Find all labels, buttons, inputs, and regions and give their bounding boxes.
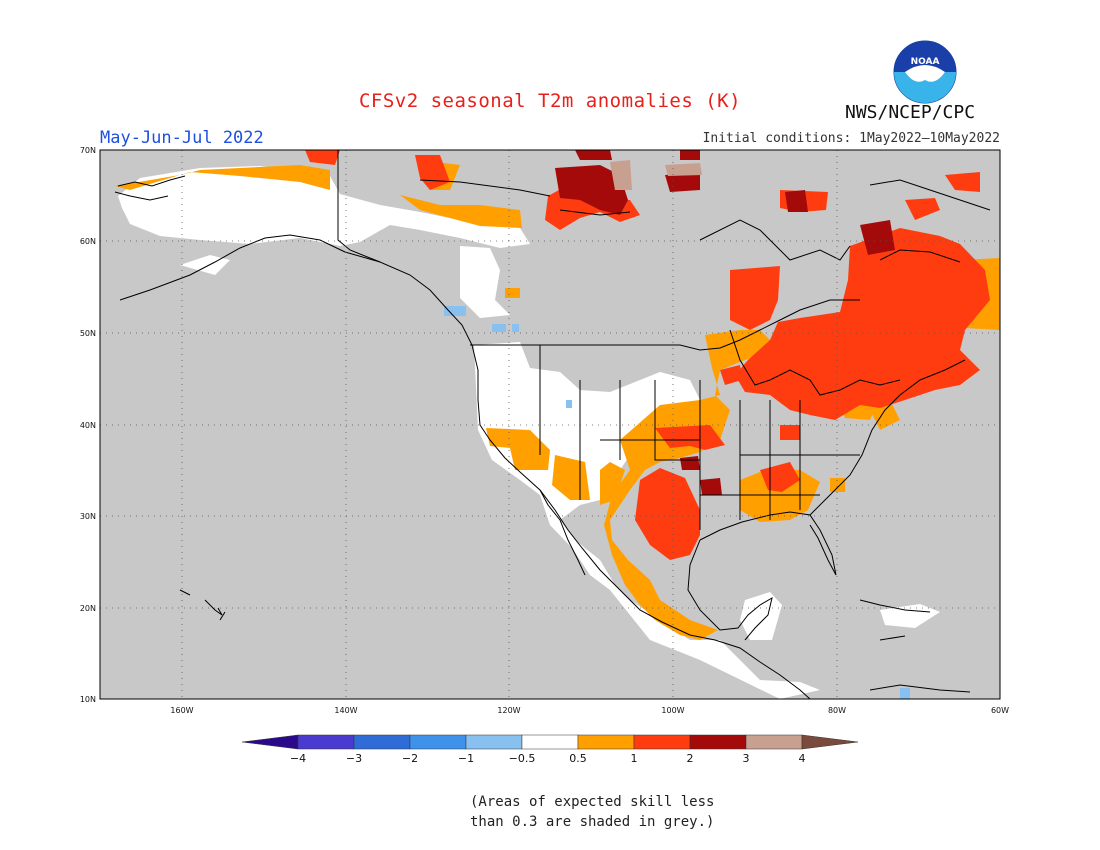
colorbar-tick: 4	[799, 752, 806, 765]
colorbar-tick: 3	[743, 752, 750, 765]
lon-label: 120W	[497, 706, 520, 715]
noaa-logo: NOAA	[893, 40, 957, 104]
lon-label: 140W	[334, 706, 357, 715]
lon-label: 80W	[828, 706, 846, 715]
colorbar-swatch	[577, 734, 635, 750]
colorbar-swatch	[297, 734, 355, 750]
colorbar-swatch	[521, 734, 579, 750]
lon-label: 60W	[991, 706, 1009, 715]
longitude-labels: 160W 140W 120W 100W 80W 60W	[170, 706, 1009, 715]
colorbar-swatch	[689, 734, 747, 750]
colorbar-tick: −3	[346, 752, 362, 765]
colorbar-tick: −1	[458, 752, 474, 765]
graticule	[100, 150, 1000, 699]
colorbar-tick: 1	[631, 752, 638, 765]
colorbar-swatches	[241, 734, 859, 750]
lat-label: 50N	[80, 329, 96, 338]
colorbar-tick: −4	[290, 752, 306, 765]
colorbar-swatch	[465, 734, 523, 750]
lon-label: 100W	[661, 706, 684, 715]
initial-conditions-label: Initial conditions: 1May2022–10May2022	[702, 131, 1000, 146]
map-frame	[99, 149, 1001, 700]
colorbar-swatch	[353, 734, 411, 750]
colorbar-swatch	[801, 734, 859, 750]
lat-label: 30N	[80, 512, 96, 521]
skill-footnote-line: than 0.3 are shaded in grey.)	[470, 814, 715, 830]
chart-title: CFSv2 seasonal T2m anomalies (K)	[358, 90, 742, 112]
colorbar-swatch	[745, 734, 803, 750]
lat-label: 70N	[80, 146, 96, 155]
lat-label: 10N	[80, 695, 96, 704]
colorbar-swatch	[409, 734, 467, 750]
anomaly-map: 70N 60N 50N 40N 30N 20N 10N 160W 140W 12…	[80, 146, 1009, 715]
colorbar: −4 −3 −2 −1 −0.5 0.5 1 2 3 4	[241, 734, 859, 765]
season-label: May-Jun-Jul 2022	[100, 128, 264, 148]
logo-text: NOAA	[911, 57, 940, 67]
latitude-labels: 70N 60N 50N 40N 30N 20N 10N	[80, 146, 96, 704]
lat-label: 60N	[80, 237, 96, 246]
colorbar-tick-labels: −4 −3 −2 −1 −0.5 0.5 1 2 3 4	[290, 752, 806, 765]
lon-label: 160W	[170, 706, 193, 715]
anomaly-field	[115, 150, 1000, 699]
coastlines	[114, 150, 991, 699]
colorbar-tick: −0.5	[509, 752, 536, 765]
colorbar-swatch	[241, 734, 299, 750]
skill-footnote-line: (Areas of expected skill less	[470, 794, 715, 810]
lat-label: 20N	[80, 604, 96, 613]
colorbar-tick: 2	[687, 752, 694, 765]
colorbar-swatch	[633, 734, 691, 750]
lat-label: 40N	[80, 421, 96, 430]
colorbar-tick: 0.5	[569, 752, 587, 765]
agency-label: NWS/NCEP/CPC	[845, 102, 976, 123]
colorbar-tick: −2	[402, 752, 418, 765]
skill-footnote: (Areas of expected skill less than 0.3 a…	[470, 792, 730, 832]
